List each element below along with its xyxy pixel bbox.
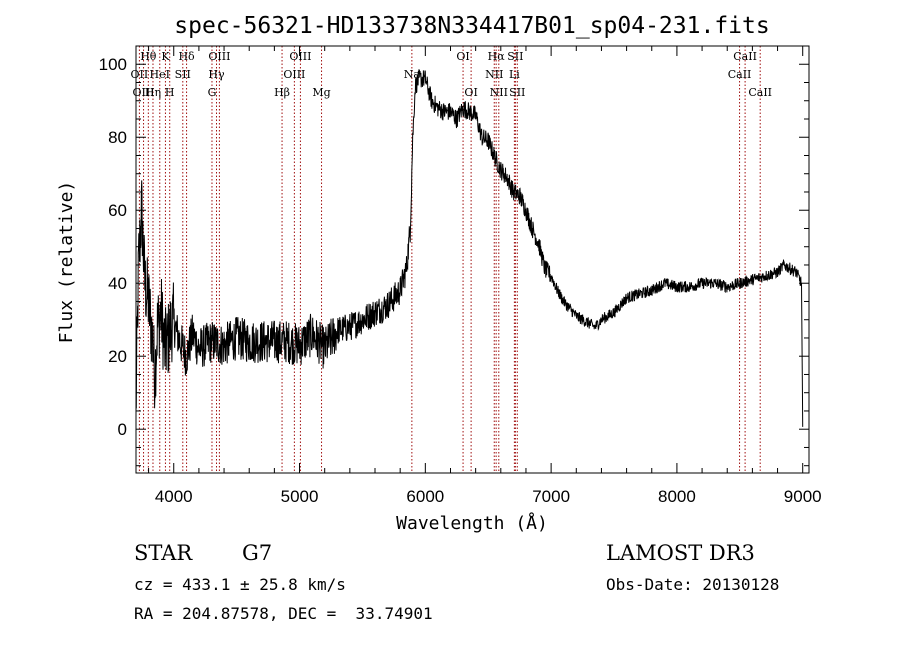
line-label-21: NII [490, 86, 508, 99]
x-tick-label-7000: 7000 [532, 487, 570, 506]
x-tick-label-8000: 8000 [658, 487, 696, 506]
chart-title: spec-56321-HD133738N334417B01_sp04-231.f… [174, 13, 769, 39]
y-tick-label-100: 100 [99, 55, 127, 74]
line-label-0: Hθ [140, 50, 157, 63]
x-tick-label-6000: 6000 [406, 487, 444, 506]
line-label-13: OIII [289, 50, 311, 63]
survey-name: LAMOST DR3 [606, 541, 755, 565]
x-axis-ticks: 4000 5000 6000 7000 8000 9000 [148, 46, 822, 506]
plot-frame [135, 45, 810, 474]
line-label-7: Hδ [178, 50, 195, 63]
redshift-cz: cz = 433.1 ± 25.8 km/s [134, 575, 346, 594]
x-tick-label-4000: 4000 [155, 487, 193, 506]
y-tick-label-80: 80 [108, 128, 127, 147]
line-label-25: CaII [733, 50, 757, 63]
line-label-24: SII [509, 86, 525, 99]
line-label-26: CaII [728, 68, 752, 81]
line-label-4: K [161, 50, 170, 63]
coordinates: RA = 204.87578, DEC = 33.74901 [134, 604, 433, 623]
line-label-6: H [165, 86, 175, 99]
line-label-3: Hη [145, 86, 161, 99]
line-label-2: OIII [133, 86, 155, 99]
y-tick-label-40: 40 [108, 274, 127, 293]
y-tick-label-20: 20 [108, 347, 127, 366]
spectral-line-markers [138, 46, 761, 473]
line-label-10: Hγ [208, 68, 225, 81]
line-label-18: OI [464, 86, 477, 99]
line-label-11: G [208, 86, 217, 99]
line-label-20: NII [485, 68, 503, 81]
y-tick-label-60: 60 [108, 201, 127, 220]
line-label-19: Hα [488, 50, 506, 63]
line-label-5: HeI [150, 68, 170, 81]
line-label-22: SII [507, 50, 523, 63]
line-label-9: OIII [208, 50, 230, 63]
y-tick-label-0: 0 [118, 420, 127, 439]
line-label-14: OIII [283, 68, 305, 81]
spectrum-series-line [135, 69, 804, 427]
object-subclass: G7 [242, 541, 272, 565]
x-tick-label-9000: 9000 [784, 487, 822, 506]
line-label-8: SII [175, 68, 191, 81]
line-label-27: CaII [748, 86, 772, 99]
y-axis-ticks: 0 20 40 60 80 100 [99, 55, 809, 467]
line-label-1: OII [131, 68, 149, 81]
line-label-15: Mg [312, 86, 330, 99]
line-label-12: Hβ [274, 86, 290, 99]
line-label-23: Li [509, 68, 520, 81]
x-axis-label: Wavelength (Å) [396, 512, 548, 534]
object-class: STAR [134, 541, 193, 565]
line-label-17: OI [456, 50, 469, 63]
x-tick-label-5000: 5000 [281, 487, 319, 506]
obs-date: Obs-Date: 20130128 [606, 575, 779, 594]
y-axis-label: Flux (relative) [56, 181, 77, 344]
